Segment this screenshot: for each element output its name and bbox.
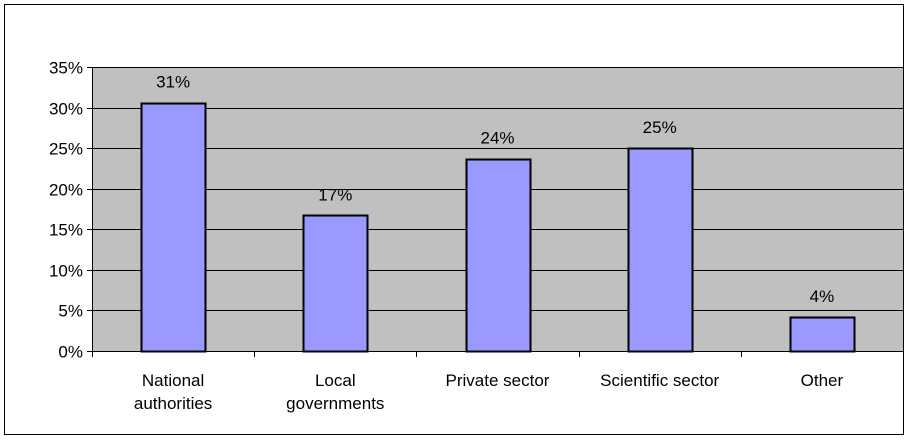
x-category-label: National authorities xyxy=(134,371,212,413)
y-tick-label: 30% xyxy=(49,100,83,119)
bar xyxy=(140,102,207,353)
y-tick-label: 35% xyxy=(49,59,83,78)
y-tick-label: 15% xyxy=(49,221,83,240)
bar xyxy=(789,316,856,353)
x-category-label-line: Scientific sector xyxy=(600,371,719,390)
bar xyxy=(302,214,369,353)
axes xyxy=(87,67,904,357)
x-category-label: Other xyxy=(801,371,844,390)
x-category-label-line: Other xyxy=(801,371,844,390)
x-category-label: Scientific sector xyxy=(600,371,719,390)
data-label: 31% xyxy=(156,73,190,92)
bar xyxy=(627,147,694,353)
x-category-label-line: National xyxy=(142,371,204,390)
y-tick-label: 5% xyxy=(58,302,83,321)
x-category-label-line: Private sector xyxy=(446,371,550,390)
x-category-label-line: Local xyxy=(315,371,356,390)
x-category-label-line: governments xyxy=(286,394,384,413)
x-category-label: Private sector xyxy=(446,371,550,390)
y-tick-label: 25% xyxy=(49,140,83,159)
data-label: 17% xyxy=(318,185,352,204)
data-label: 24% xyxy=(480,129,514,148)
bar xyxy=(465,158,532,353)
labels: 0% 5% 10% 15% 20% 25% 30% 35% 31% 17% 24% 25% 4% Nati… xyxy=(49,59,844,414)
x-category-label: Local governments xyxy=(286,371,384,413)
data-label: 25% xyxy=(643,118,677,137)
x-category-label-line: authorities xyxy=(134,394,212,413)
y-tick-label: 10% xyxy=(49,262,83,281)
data-label: 4% xyxy=(810,287,835,306)
y-tick-label: 20% xyxy=(49,181,83,200)
y-tick-label: 0% xyxy=(58,343,83,362)
